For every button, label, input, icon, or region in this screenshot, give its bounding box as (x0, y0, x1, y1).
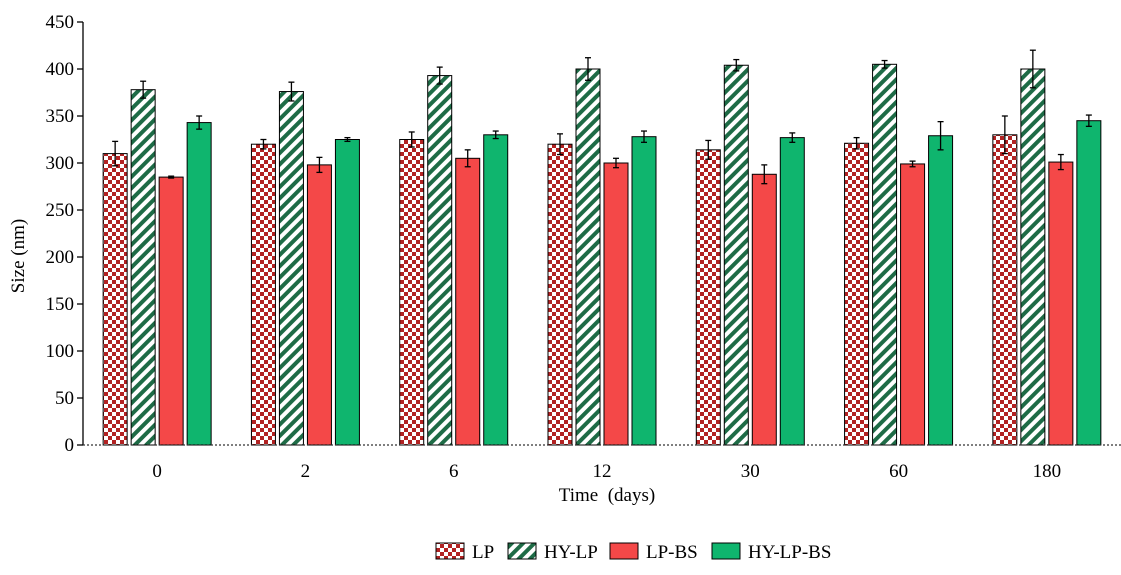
x-axis-label: Time (days) (559, 485, 655, 506)
legend-label: LP-BS (646, 542, 698, 563)
y-tick-label: 250 (46, 200, 75, 221)
bar-hy-lp-bs-6 (484, 135, 508, 445)
legend-item-hy-lp-bs: HY-LP-BS (712, 542, 831, 563)
bar-lp-0 (103, 154, 127, 445)
bar-hy-lp-2 (279, 92, 303, 445)
y-tick-label: 450 (46, 12, 75, 33)
bar-lp-60 (845, 143, 869, 445)
bar-hy-lp-0 (131, 90, 155, 445)
legend-label: HY-LP (544, 542, 598, 563)
legend-label: HY-LP-BS (748, 542, 831, 563)
y-tick-label: 150 (46, 294, 75, 315)
legend-item-lp: LP (436, 542, 494, 563)
bar-lp-180 (993, 135, 1017, 445)
x-tick-label: 12 (593, 461, 612, 482)
legend-item-hy-lp: HY-LP (508, 542, 598, 563)
bar-lp-bs-2 (307, 165, 331, 445)
legend-swatch (712, 543, 740, 559)
bar-hy-lp-180 (1021, 69, 1045, 445)
bar-lp-bs-0 (159, 177, 183, 445)
y-tick-label: 50 (55, 388, 74, 409)
legend-swatch (508, 543, 536, 559)
legend: LP HY-LP LP-BS HY-LP-BS (436, 542, 831, 563)
legend-swatch (436, 543, 464, 559)
bar-lp-12 (548, 144, 572, 445)
x-tick-label: 60 (889, 461, 908, 482)
bar-hy-lp-bs-12 (632, 137, 656, 445)
bar-hy-lp-bs-60 (929, 136, 953, 445)
y-tick-label: 400 (46, 59, 75, 80)
bar-lp-bs-12 (604, 163, 628, 445)
bar-lp-6 (400, 140, 424, 446)
bar-hy-lp-30 (724, 65, 748, 445)
y-tick-label: 100 (46, 341, 75, 362)
bar-hy-lp-bs-180 (1077, 121, 1101, 445)
x-tick-label: 0 (152, 461, 162, 482)
legend-item-lp-bs: LP-BS (610, 542, 698, 563)
bar-lp-bs-6 (456, 158, 480, 445)
x-tick-label: 6 (449, 461, 459, 482)
y-tick-label: 300 (46, 153, 75, 174)
bar-lp-bs-180 (1049, 162, 1073, 445)
y-tick-label: 0 (65, 435, 75, 456)
bar-hy-lp-12 (576, 69, 600, 445)
y-axis-label: Size (nm) (8, 219, 29, 293)
bar-lp-30 (696, 150, 720, 445)
bar-hy-lp-bs-0 (187, 123, 211, 445)
bar-hy-lp-bs-2 (335, 140, 359, 446)
legend-swatch (610, 543, 638, 559)
y-tick-label: 200 (46, 247, 75, 268)
bar-hy-lp-bs-30 (780, 138, 804, 445)
y-tick-label: 350 (46, 106, 75, 127)
legend-label: LP (472, 542, 494, 563)
bar-lp-bs-60 (901, 164, 925, 445)
bar-hy-lp-60 (873, 64, 897, 445)
x-tick-label: 30 (741, 461, 760, 482)
x-tick-label: 2 (301, 461, 311, 482)
x-tick-label: 180 (1033, 461, 1062, 482)
bar-lp-2 (251, 144, 275, 445)
bar-hy-lp-6 (428, 76, 452, 445)
bars-layer (103, 64, 1101, 445)
bar-lp-bs-30 (752, 174, 776, 445)
